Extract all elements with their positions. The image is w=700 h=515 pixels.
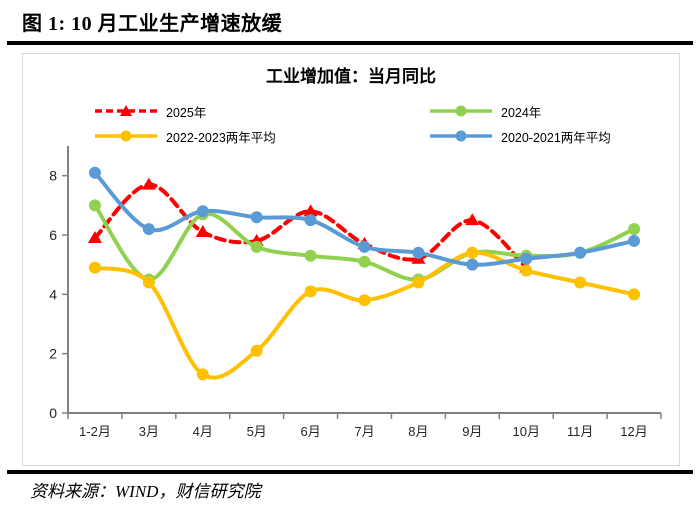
legend-swatch-2024年 [430,105,492,117]
y-tick-label: 6 [49,227,57,243]
series-marker-2022-2023两年平均 [358,294,371,307]
series-marker-2020-2021两年平均 [304,214,317,227]
figure-title: 图 1: 10 月工业生产增速放缓 [22,13,283,35]
series-line-2022-2023两年平均 [92,250,637,380]
series-line-2024年 [92,203,637,282]
legend-label: 2024年 [501,105,542,120]
series-marker-2024年 [628,223,641,236]
series-marker-2024年 [250,240,263,253]
series-marker-2022-2023两年平均 [304,285,317,298]
series-marker-2025年 [141,177,156,190]
x-tick-label: 1-2月 [79,424,111,439]
x-tick-label: 10月 [512,424,539,439]
legend-label: 2022-2023两年平均 [166,130,276,145]
legend-item-2020-2021两年平均: 2020-2021两年平均 [428,128,611,145]
legend-item-2022-2023两年平均: 2022-2023两年平均 [93,128,276,145]
series-marker-2025年 [195,225,210,238]
legend-marker-circle [120,130,132,142]
line-chart: 0 2 4 6 8 1-2月 3月 4月 5月 6月 7月 8月 9月 10月 11月 12月 [49,146,662,439]
series-marker-2022-2023两年平均 [574,276,587,289]
series-marker-2025年 [303,204,318,217]
legend-swatch-2022-2023两年平均 [95,130,157,142]
chart-title: 工业增加值：当月同比 [266,67,436,86]
legend-item-2025年: 2025年 [93,103,207,120]
y-tick-label: 2 [49,346,57,362]
x-tick-label: 11月 [567,424,594,439]
bottom-divider-rule [7,470,693,474]
x-tick-label: 4月 [193,424,213,439]
series-marker-2022-2023两年平均 [628,288,641,301]
legend-label: 2025年 [166,105,207,120]
top-divider-rule [7,41,693,45]
x-tick-label: 5月 [247,424,267,439]
series-marker-2022-2023两年平均 [196,368,209,381]
legend-swatch-2020-2021两年平均 [430,130,492,142]
y-tick-label: 0 [49,405,57,421]
source-note: 资料来源：WIND，财信研究院 [30,482,261,501]
series-marker-2020-2021两年平均 [520,252,533,265]
series-marker-2022-2023两年平均 [88,261,101,274]
legend-item-2024年: 2024年 [428,103,542,120]
series-marker-2025年 [465,213,480,226]
x-tick-label: 6月 [300,424,320,439]
series-marker-2024年 [304,249,317,262]
series-marker-2020-2021两年平均 [628,234,641,247]
series-marker-2020-2021两年平均 [250,211,263,224]
legend-label: 2020-2021两年平均 [501,130,611,145]
series-marker-2020-2021两年平均 [574,246,587,259]
series-marker-2025年 [87,230,102,243]
series-marker-2022-2023两年平均 [142,276,155,289]
legend-marker-circle [455,130,467,142]
y-tick-label: 4 [49,286,57,302]
series-marker-2024年 [358,255,371,268]
series-marker-2020-2021两年平均 [412,246,425,259]
chart-panel: 工业增加值：当月同比 2025年 2024年 2022-2023两年平均 2020-2… [22,53,680,466]
series-marker-2020-2021两年平均 [88,166,101,179]
series-marker-2020-2021两年平均 [142,223,155,236]
y-tick-label: 8 [49,168,57,184]
series-marker-2020-2021两年平均 [196,205,209,218]
legend-marker-triangle [120,105,132,116]
series-marker-2020-2021两年平均 [466,258,479,271]
x-tick-label: 8月 [408,424,428,439]
x-tick-label: 7月 [354,424,374,439]
series-marker-2022-2023两年平均 [520,264,533,277]
series-marker-2022-2023两年平均 [466,246,479,259]
x-tick-label: 9月 [462,424,482,439]
series-marker-2020-2021两年平均 [358,240,371,253]
series-marker-2022-2023两年平均 [412,276,425,289]
x-tick-label: 12月 [620,424,647,439]
legend-marker-circle [455,105,467,117]
series-marker-2024年 [88,199,101,212]
x-tick-label: 3月 [139,424,159,439]
legend-swatch-2025年 [95,105,157,116]
series-marker-2022-2023两年平均 [250,344,263,357]
